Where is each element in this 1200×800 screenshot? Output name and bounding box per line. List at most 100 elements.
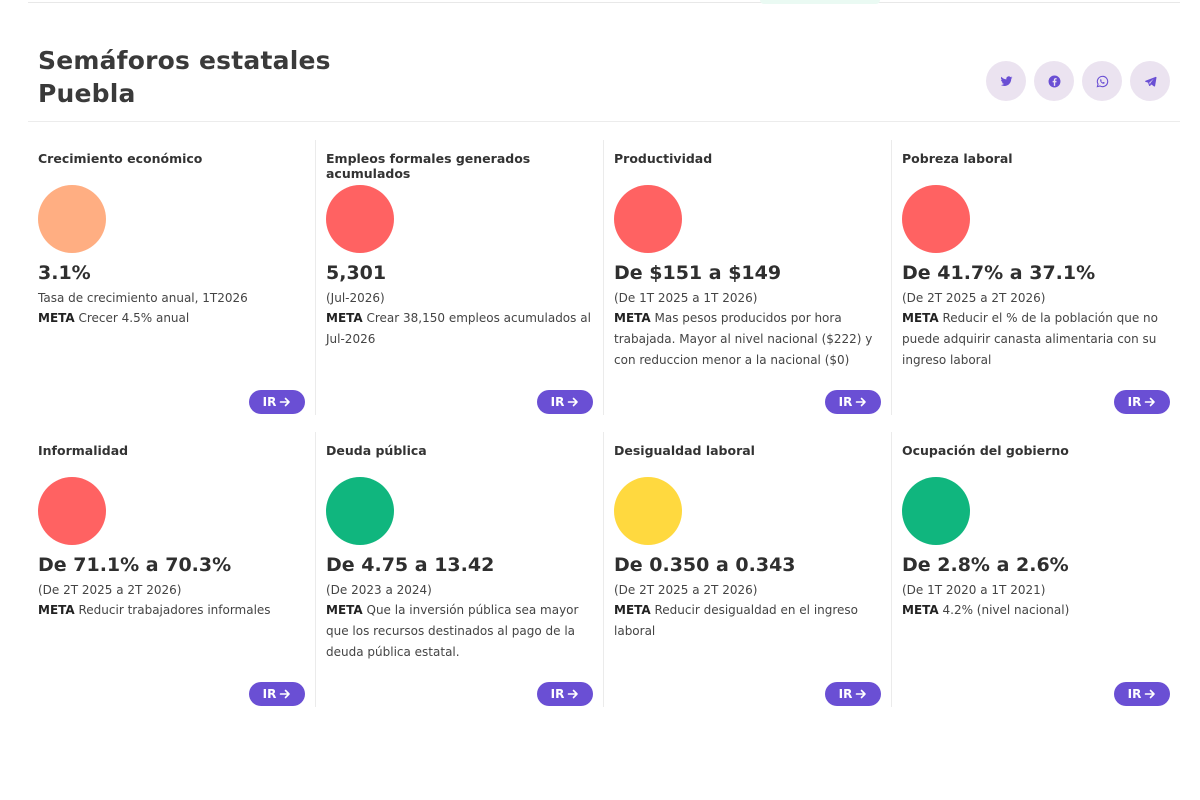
card-value: De $151 a $149	[614, 262, 782, 284]
card-title: Deuda pública	[326, 443, 427, 458]
header-divider	[28, 121, 1180, 122]
twitter-icon	[1000, 75, 1012, 86]
share-buttons	[986, 61, 1170, 101]
page-title: Semáforos estatales	[38, 46, 331, 75]
card-meta: META Crecer 4.5% anual	[38, 308, 305, 329]
card-title: Productividad	[614, 151, 713, 166]
meta-text: Reducir el % de la población que no pued…	[902, 311, 1158, 367]
meta-label: META	[902, 311, 939, 325]
card-value: 3.1%	[38, 262, 91, 284]
meta-label: META	[902, 603, 939, 617]
meta-text: Mas pesos producidos por hora trabajada.…	[614, 311, 873, 367]
meta-text: Crear 38,150 empleos acumulados al Jul-2…	[326, 311, 591, 346]
ir-button-label: IR	[262, 395, 277, 409]
ir-button[interactable]: IR	[537, 682, 593, 706]
status-circle	[614, 477, 682, 545]
semaforo-card: Productividad De $151 a $149 (De 1T 2025…	[604, 140, 892, 415]
status-circle	[326, 477, 394, 545]
arrow-right-icon	[280, 397, 291, 407]
status-circle	[902, 185, 970, 253]
share-whatsapp-button[interactable]	[1082, 61, 1122, 101]
arrow-right-icon	[856, 397, 867, 407]
card-title: Crecimiento económico	[38, 151, 203, 166]
semaforo-card: Empleos formales generados acumulados 5,…	[316, 140, 604, 415]
ir-button[interactable]: IR	[1114, 682, 1170, 706]
card-meta: META Reducir trabajadores informales	[38, 600, 305, 621]
ir-button[interactable]: IR	[825, 682, 881, 706]
card-value: 5,301	[326, 262, 387, 284]
arrow-right-icon	[1145, 397, 1156, 407]
ir-button-label: IR	[838, 395, 853, 409]
top-divider	[28, 2, 1180, 3]
semaforo-grid: Crecimiento económico 3.1% Tasa de creci…	[28, 140, 1180, 724]
card-period: (De 2T 2025 a 2T 2026)	[902, 291, 1046, 305]
card-value: De 71.1% a 70.3%	[38, 554, 232, 576]
meta-label: META	[38, 603, 75, 617]
card-meta: META Mas pesos producidos por hora traba…	[614, 308, 881, 371]
semaforo-row-2: Informalidad De 71.1% a 70.3% (De 2T 202…	[28, 432, 1180, 712]
top-accent-glow	[760, 0, 880, 4]
card-period: (De 1T 2020 a 1T 2021)	[902, 583, 1046, 597]
card-meta: META 4.2% (nivel nacional)	[902, 600, 1170, 621]
status-circle	[38, 185, 106, 253]
status-circle	[326, 185, 394, 253]
semaforo-card: Ocupación del gobierno De 2.8% a 2.6% (D…	[892, 432, 1180, 707]
meta-text: Que la inversión pública sea mayor que l…	[326, 603, 579, 659]
ir-button-label: IR	[1127, 395, 1142, 409]
card-period: (Jul-2026)	[326, 291, 385, 305]
ir-button-label: IR	[838, 687, 853, 701]
semaforo-card: Informalidad De 71.1% a 70.3% (De 2T 202…	[28, 432, 316, 707]
share-twitter-button[interactable]	[986, 61, 1026, 101]
telegram-icon	[1144, 76, 1156, 86]
meta-text: Reducir trabajadores informales	[74, 603, 271, 617]
ir-button[interactable]: IR	[1114, 390, 1170, 414]
card-title: Desigualdad laboral	[614, 443, 755, 458]
semaforo-card: Desigualdad laboral De 0.350 a 0.343 (De…	[604, 432, 892, 707]
meta-label: META	[326, 311, 363, 325]
semaforo-card: Crecimiento económico 3.1% Tasa de creci…	[28, 140, 316, 415]
share-facebook-button[interactable]	[1034, 61, 1074, 101]
ir-button-label: IR	[550, 687, 565, 701]
card-value: De 4.75 a 13.42	[326, 554, 495, 576]
meta-text: Crecer 4.5% anual	[74, 311, 190, 325]
card-title: Informalidad	[38, 443, 129, 458]
arrow-right-icon	[280, 689, 291, 699]
card-value: De 41.7% a 37.1%	[902, 262, 1096, 284]
ir-button-label: IR	[262, 687, 277, 701]
card-period: (De 1T 2025 a 1T 2026)	[614, 291, 758, 305]
card-period: (De 2T 2025 a 2T 2026)	[38, 583, 182, 597]
semaforo-row-1: Crecimiento económico 3.1% Tasa de creci…	[28, 140, 1180, 420]
ir-button[interactable]: IR	[537, 390, 593, 414]
arrow-right-icon	[1145, 689, 1156, 699]
page-header: Semáforos estatales Puebla	[38, 44, 331, 110]
card-period: (De 2023 a 2024)	[326, 583, 432, 597]
meta-text: Reducir desigualdad en el ingreso labora…	[614, 603, 859, 638]
card-title: Pobreza laboral	[902, 151, 1013, 166]
card-value: De 2.8% a 2.6%	[902, 554, 1069, 576]
ir-button[interactable]: IR	[825, 390, 881, 414]
ir-button[interactable]: IR	[249, 682, 305, 706]
whatsapp-icon	[1096, 75, 1108, 87]
ir-button-label: IR	[1127, 687, 1142, 701]
card-value: De 0.350 a 0.343	[614, 554, 796, 576]
ir-button[interactable]: IR	[249, 390, 305, 414]
ir-button-label: IR	[550, 395, 565, 409]
status-circle	[38, 477, 106, 545]
state-name: Puebla	[38, 79, 136, 108]
card-title: Empleos formales generados acumulados	[326, 151, 531, 181]
semaforo-card: Deuda pública De 4.75 a 13.42 (De 2023 a…	[316, 432, 604, 707]
semaforo-card: Pobreza laboral De 41.7% a 37.1% (De 2T …	[892, 140, 1180, 415]
status-circle	[902, 477, 970, 545]
meta-label: META	[326, 603, 363, 617]
card-title: Ocupación del gobierno	[902, 443, 1069, 458]
share-telegram-button[interactable]	[1130, 61, 1170, 101]
arrow-right-icon	[568, 397, 579, 407]
arrow-right-icon	[856, 689, 867, 699]
arrow-right-icon	[568, 689, 579, 699]
meta-text: 4.2% (nivel nacional)	[938, 603, 1070, 617]
card-meta: META Que la inversión pública sea mayor …	[326, 600, 593, 663]
meta-label: META	[614, 603, 651, 617]
card-meta: META Reducir desigualdad en el ingreso l…	[614, 600, 881, 642]
card-period: Tasa de crecimiento anual, 1T2026	[38, 291, 248, 305]
card-period: (De 2T 2025 a 2T 2026)	[614, 583, 758, 597]
